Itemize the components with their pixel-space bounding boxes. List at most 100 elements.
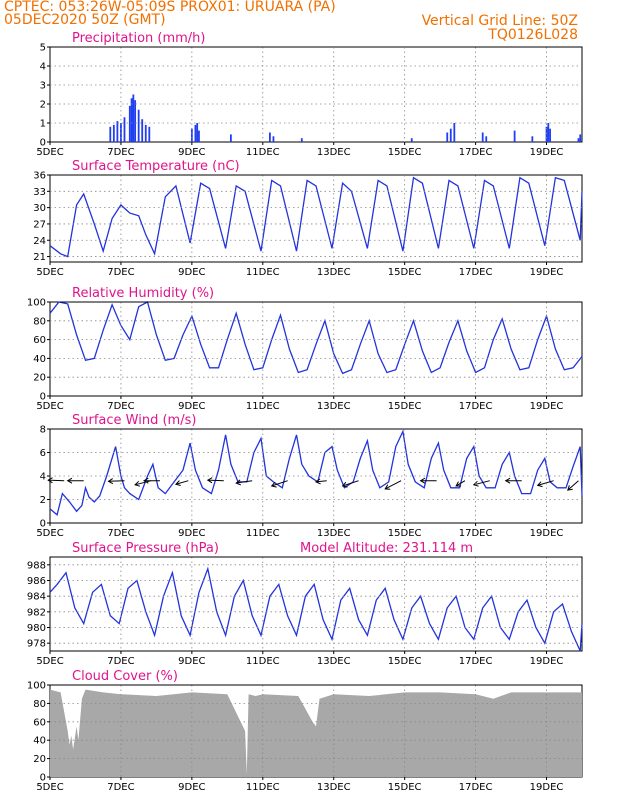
series-line bbox=[49, 429, 583, 516]
x-tick-label: 19DEC bbox=[530, 267, 564, 278]
precip-bar bbox=[577, 138, 580, 142]
x-tick-label: 11DEC bbox=[246, 147, 280, 158]
y-tick-label: 30 bbox=[33, 203, 46, 214]
x-tick-label: 7DEC bbox=[107, 147, 134, 158]
x-tick-label: 19DEC bbox=[530, 528, 564, 539]
precip-bar bbox=[144, 124, 147, 142]
precip-bar bbox=[410, 138, 413, 142]
model-altitude-note: Model Altitude: 231.114 m bbox=[300, 541, 473, 556]
wind-vector-head bbox=[536, 481, 543, 488]
panel-title: Relative Humidity (%) bbox=[72, 286, 214, 301]
y-tick-label: 1 bbox=[40, 119, 46, 130]
x-tick-label: 19DEC bbox=[530, 656, 564, 667]
panel-frame bbox=[49, 174, 583, 263]
precip-bar bbox=[268, 132, 271, 142]
x-tick-label: 19DEC bbox=[530, 147, 564, 158]
precip-bar bbox=[272, 136, 275, 142]
precip-bar bbox=[481, 132, 484, 142]
x-tick-label: 5DEC bbox=[36, 656, 63, 667]
precip-bar bbox=[549, 128, 551, 142]
x-tick-label: 17DEC bbox=[459, 401, 493, 412]
x-tick-label: 5DEC bbox=[36, 147, 63, 158]
precip-bar bbox=[579, 134, 582, 142]
panel-0: 0 1 2 3 4 5 5DEC 7DEC 9DEC 11DEC 13DEC 15DEC 17DEC 19… bbox=[36, 31, 583, 158]
wind-vector bbox=[134, 480, 152, 486]
x-tick-label: 7DEC bbox=[107, 267, 134, 278]
wind-vector bbox=[342, 480, 359, 487]
precip-bar bbox=[116, 121, 119, 142]
wind-vector-head bbox=[270, 481, 277, 488]
y-tick-label: 982 bbox=[27, 607, 46, 618]
y-tick-label: 80 bbox=[33, 316, 46, 327]
x-tick-label: 19DEC bbox=[530, 782, 564, 793]
precip-bar bbox=[453, 123, 456, 142]
wind-vector bbox=[207, 479, 224, 482]
precip-bar bbox=[109, 126, 112, 142]
cloud-cover-area bbox=[50, 689, 582, 777]
wind-vector-head bbox=[206, 477, 213, 484]
y-tick-label: 984 bbox=[27, 592, 46, 603]
x-tick-label: 15DEC bbox=[388, 267, 422, 278]
x-tick-label: 7DEC bbox=[107, 782, 134, 793]
wind-vector-head bbox=[66, 477, 73, 484]
y-tick-label: 986 bbox=[27, 576, 46, 587]
y-tick-label: 8 bbox=[40, 425, 46, 436]
precip-bar bbox=[128, 105, 131, 142]
header-station: CPTEC: 053:26W-05:09S PROX01: URUARA (PA… bbox=[4, 0, 336, 15]
panel-title: Surface Wind (m/s) bbox=[72, 413, 196, 428]
y-tick-label: 24 bbox=[33, 236, 46, 247]
wind-vector bbox=[455, 480, 466, 487]
precip-bar bbox=[513, 130, 516, 142]
precip-bar bbox=[300, 138, 303, 142]
x-tick-label: 15DEC bbox=[388, 401, 422, 412]
x-tick-label: 19DEC bbox=[530, 401, 564, 412]
wind-vector-head bbox=[472, 480, 479, 487]
wind-vector-head bbox=[134, 480, 141, 487]
panel-5: 0 20 40 60 80 100 5DEC 7DEC 9DEC 11DEC 13DEC 15DEC 1… bbox=[27, 669, 583, 793]
y-tick-label: 6 bbox=[40, 448, 46, 459]
y-tick-label: 21 bbox=[33, 252, 46, 263]
panel-frame bbox=[49, 46, 583, 143]
y-tick-label: 978 bbox=[27, 639, 46, 650]
panel-3: 0 2 4 6 8 5DEC 7DEC 9DEC 11DEC 13DEC 15DEC 17DEC 19D… bbox=[36, 413, 583, 539]
y-tick-label: 36 bbox=[33, 171, 46, 182]
y-tick-label: 980 bbox=[27, 623, 46, 634]
x-tick-label: 15DEC bbox=[388, 147, 422, 158]
wind-vector-head bbox=[107, 478, 114, 485]
series-line bbox=[49, 566, 583, 652]
wind-vector-head bbox=[315, 478, 321, 485]
x-tick-label: 11DEC bbox=[246, 401, 280, 412]
x-tick-label: 11DEC bbox=[246, 528, 280, 539]
y-tick-label: 988 bbox=[27, 560, 46, 571]
x-tick-label: 9DEC bbox=[178, 147, 205, 158]
y-tick-label: 20 bbox=[33, 373, 46, 384]
wind-vector-head bbox=[455, 481, 462, 487]
x-tick-label: 15DEC bbox=[388, 528, 422, 539]
y-tick-label: 100 bbox=[27, 298, 46, 309]
x-tick-label: 13DEC bbox=[317, 147, 351, 158]
precip-bar bbox=[485, 136, 488, 142]
x-tick-label: 9DEC bbox=[178, 267, 205, 278]
y-tick-label: 27 bbox=[33, 219, 46, 230]
wind-vector-head bbox=[143, 477, 149, 484]
x-tick-label: 9DEC bbox=[178, 401, 205, 412]
wind-vector-head bbox=[567, 485, 573, 491]
x-tick-label: 15DEC bbox=[388, 782, 422, 793]
wind-vector bbox=[537, 480, 554, 486]
x-tick-label: 9DEC bbox=[178, 782, 205, 793]
x-tick-label: 7DEC bbox=[107, 656, 134, 667]
y-tick-label: 3 bbox=[40, 81, 46, 92]
panel-title: Surface Pressure (hPa) bbox=[72, 541, 219, 556]
header-grid-note: Vertical Grid Line: 50Z bbox=[421, 13, 578, 29]
panel-frame bbox=[49, 556, 583, 652]
x-tick-label: 13DEC bbox=[317, 782, 351, 793]
x-tick-label: 5DEC bbox=[36, 528, 63, 539]
precip-bar bbox=[137, 109, 140, 142]
precip-bar bbox=[123, 117, 126, 142]
wind-vector-head bbox=[341, 481, 348, 488]
x-tick-label: 17DEC bbox=[459, 528, 493, 539]
y-tick-label: 33 bbox=[33, 187, 46, 198]
precip-bar bbox=[190, 128, 193, 142]
wind-vector bbox=[48, 479, 65, 482]
